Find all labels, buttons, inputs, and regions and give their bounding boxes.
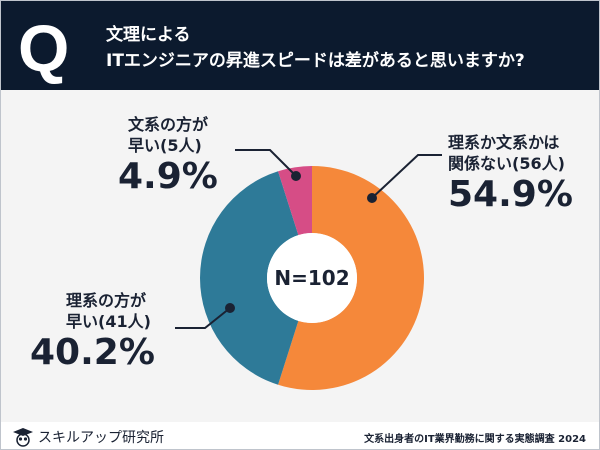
owl-mortarboard-icon: [13, 428, 33, 447]
donut-slice-0: [278, 166, 425, 390]
q-badge: Q: [18, 11, 70, 85]
page-title: 文理による ITエンジニアの昇進スピードは差があると思いますか?: [106, 22, 525, 74]
label-line: 文系の方が: [128, 115, 209, 134]
logo-text: スキルアップ研究所: [38, 430, 164, 446]
slice-label-1: 理系の方が 早い(41人) 40.2%: [30, 290, 155, 374]
leader-line-2: [235, 149, 297, 177]
source-text: 文系出身者のIT業界勤務に関する実態調査 2024: [364, 434, 586, 445]
label-line: 理系か文系かは: [448, 133, 560, 152]
donut-hole: [267, 233, 357, 323]
label-line: 早い(41人): [66, 312, 151, 331]
label-line: 早い(5人): [128, 136, 202, 155]
title-line-2: ITエンジニアの昇進スピードは差があると思いますか?: [106, 51, 525, 71]
leader-dot-2: [291, 171, 301, 181]
label-line: 理系の方が: [66, 291, 147, 310]
header: Q 文理による ITエンジニアの昇進スピードは差があると思いますか?: [0, 0, 600, 90]
logo: スキルアップ研究所: [12, 427, 164, 447]
slice-label-2: 文系の方が 早い(5人) 4.9%: [118, 114, 218, 198]
percent-label: 4.9%: [118, 156, 218, 197]
percent-label: 40.2%: [30, 332, 155, 373]
donut-slice-2: [278, 166, 312, 236]
title-line-1: 文理による: [106, 25, 191, 45]
percent-label: 54.9%: [448, 174, 573, 215]
label-line: 関係ない(56人): [448, 154, 565, 173]
slice-label-0: 理系か文系かは 関係ない(56人) 54.9%: [448, 132, 573, 216]
footer: スキルアップ研究所 文系出身者のIT業界勤務に関する実態調査 2024: [0, 422, 600, 450]
donut-slice-1: [200, 171, 299, 385]
leader-dot-1: [225, 303, 235, 313]
leader-dot-0: [367, 193, 377, 203]
leader-line-1: [175, 307, 231, 329]
donut-chart: N=102: [175, 149, 442, 390]
leader-line-0: [371, 154, 442, 199]
center-label: N=102: [274, 266, 349, 290]
